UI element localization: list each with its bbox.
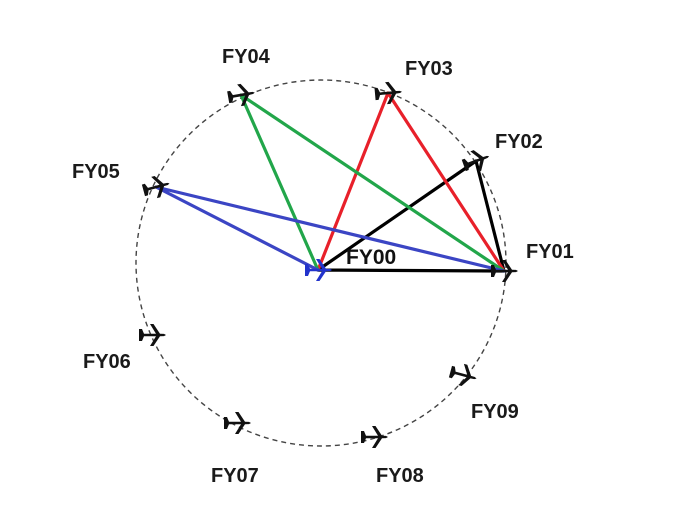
airplane-icon — [461, 150, 490, 173]
airplane-icon — [361, 426, 388, 448]
node-label-fy02: FY02 — [495, 131, 543, 153]
node-label-fy07: FY07 — [211, 465, 259, 487]
node-label-fy09: FY09 — [471, 401, 519, 423]
link-1 — [316, 159, 506, 273]
airplane-icon — [139, 324, 166, 346]
link-4 — [154, 185, 506, 273]
airplane-icon — [374, 81, 402, 105]
node-label-fy03: FY03 — [405, 58, 453, 80]
node-label-fy04: FY04 — [222, 46, 270, 68]
planes-layer — [139, 81, 518, 448]
node-label-fy08: FY08 — [376, 465, 424, 487]
link-2 — [316, 91, 506, 273]
node-label-fy05: FY05 — [72, 161, 120, 183]
airplane-icon — [448, 363, 477, 387]
leader-airplane-icon — [305, 259, 332, 281]
link-3 — [239, 93, 506, 273]
airplane-icon — [227, 83, 255, 107]
airplane-icon — [491, 260, 518, 282]
airplane-icon — [141, 175, 170, 199]
links-layer — [154, 91, 506, 273]
node-label-fy01: FY01 — [526, 241, 574, 263]
node-label-fy06: FY06 — [83, 351, 131, 373]
node-label-fy00: FY00 — [346, 246, 397, 269]
airplane-icon — [224, 412, 251, 434]
